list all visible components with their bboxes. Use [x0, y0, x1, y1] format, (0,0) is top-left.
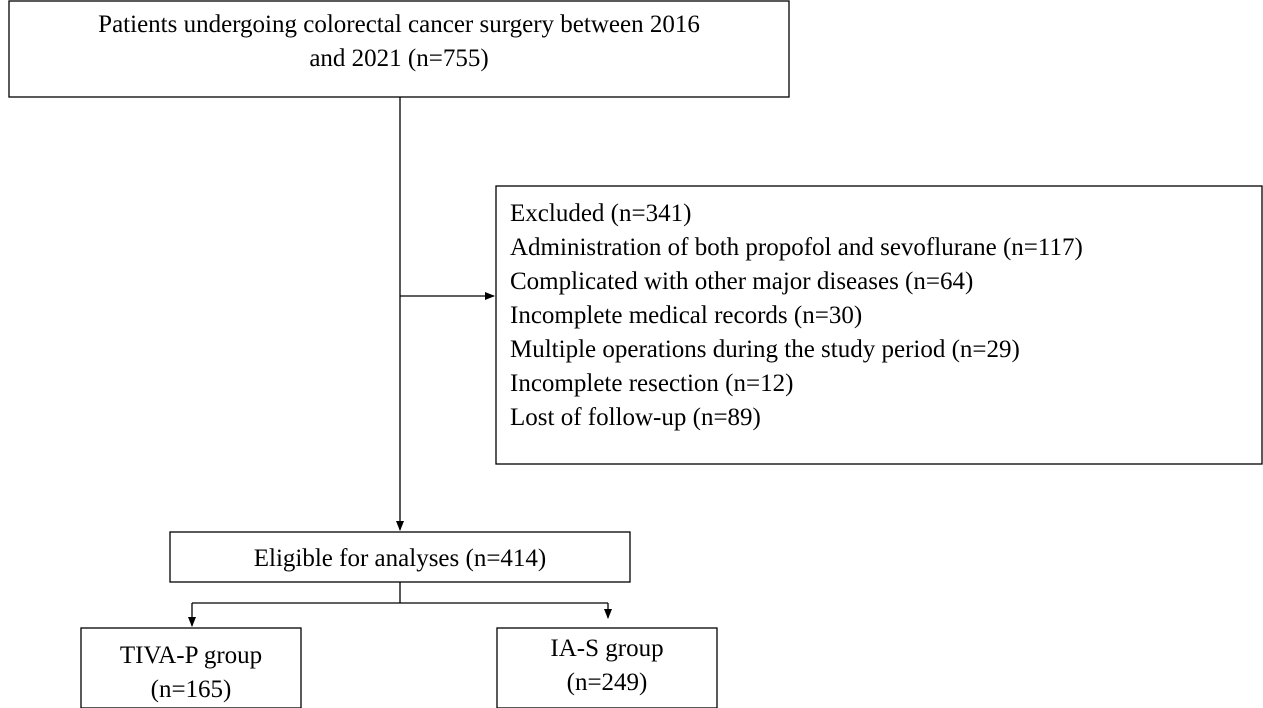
box	[8, 0, 790, 98]
node-label: (n=165)	[151, 676, 232, 703]
node-label: Excluded (n=341)	[510, 200, 691, 227]
box	[80, 627, 302, 708]
box	[496, 627, 718, 708]
node-label: Patients undergoing colorectal cancer su…	[98, 11, 700, 38]
node-label: Eligible for analyses (n=414)	[254, 545, 547, 572]
node-label: (n=249)	[567, 669, 648, 696]
node-label: Incomplete resection (n=12)	[510, 370, 793, 397]
box	[495, 185, 1263, 465]
box	[169, 531, 631, 583]
node-label: TIVA-P group	[120, 642, 262, 669]
node-label: Administration of both propofol and sevo…	[510, 234, 1083, 261]
node-label: Multiple operations during the study per…	[510, 336, 1020, 363]
node-label: IA-S group	[550, 635, 663, 662]
node-label: Complicated with other major diseases (n…	[510, 268, 973, 295]
node-label: and 2021 (n=755)	[309, 45, 488, 72]
node-label: Incomplete medical records (n=30)	[510, 302, 862, 329]
node-label: Lost of follow-up (n=89)	[510, 404, 761, 431]
